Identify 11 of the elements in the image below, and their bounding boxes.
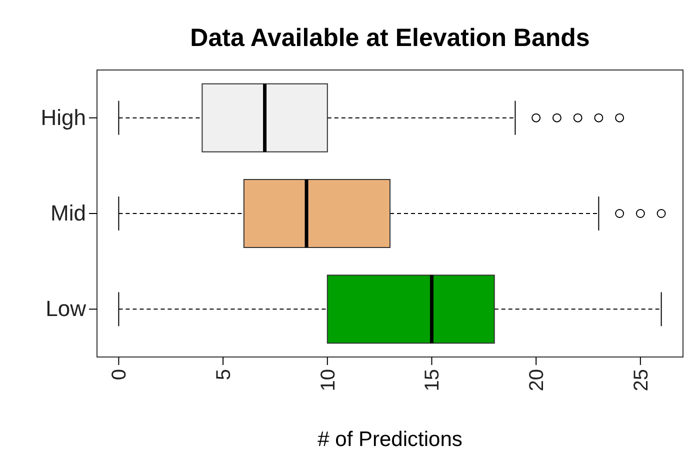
x-tick-label: 20 — [526, 369, 548, 392]
x-tick-label: 25 — [630, 369, 652, 392]
y-tick-label: Mid — [50, 200, 86, 226]
y-tick-label: High — [40, 104, 86, 130]
x-axis-title: # of Predictions — [318, 428, 462, 451]
x-tick-label: 5 — [213, 369, 236, 380]
x-tick-label: 10 — [317, 369, 340, 392]
x-tick-label: 0 — [108, 369, 131, 380]
y-tick-label: Low — [46, 296, 86, 322]
chart-title: Data Available at Elevation Bands — [190, 24, 590, 52]
x-tick-label: 15 — [422, 369, 444, 392]
